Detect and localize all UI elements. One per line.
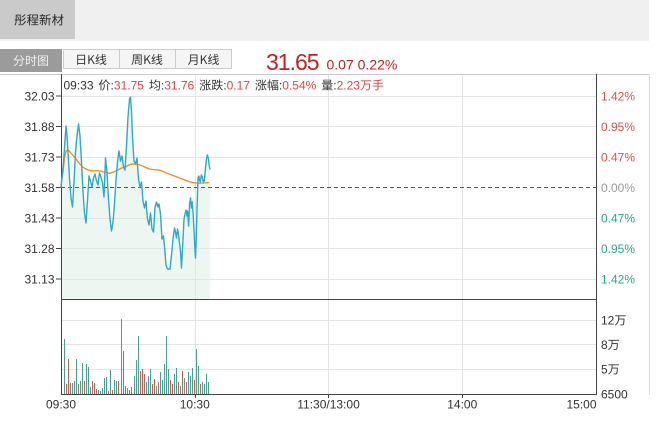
svg-text:31.73: 31.73 xyxy=(24,151,54,165)
svg-text:31.76: 31.76 xyxy=(164,79,194,93)
svg-text:12: 12 xyxy=(601,314,615,328)
svg-text:0.00%: 0.00% xyxy=(601,181,635,195)
svg-text:0.54%: 0.54% xyxy=(282,79,316,93)
svg-text::: : xyxy=(161,79,164,93)
svg-text:31.88: 31.88 xyxy=(24,120,54,134)
svg-text:8: 8 xyxy=(601,338,608,352)
svg-text:32.03: 32.03 xyxy=(24,90,54,104)
svg-text:2.23: 2.23 xyxy=(337,79,361,93)
svg-text::: : xyxy=(333,79,336,93)
svg-text:31.13: 31.13 xyxy=(24,273,54,287)
svg-text:31.58: 31.58 xyxy=(24,181,54,195)
svg-text:1.42%: 1.42% xyxy=(601,90,635,104)
svg-text:0.95%: 0.95% xyxy=(601,242,635,256)
svg-text:0.47%: 0.47% xyxy=(601,151,635,165)
svg-text:5: 5 xyxy=(601,363,608,377)
svg-text:0.47%: 0.47% xyxy=(601,212,635,226)
svg-text::: : xyxy=(111,79,114,93)
svg-text:0.17: 0.17 xyxy=(227,79,251,93)
svg-text:31.75: 31.75 xyxy=(114,79,144,93)
svg-text:09:30: 09:30 xyxy=(46,398,76,412)
svg-text:09:33: 09:33 xyxy=(64,79,94,93)
svg-text:31.65: 31.65 xyxy=(266,49,319,75)
svg-text::: : xyxy=(223,79,226,93)
svg-text:0.95%: 0.95% xyxy=(601,120,635,134)
svg-text:0.07 0.22%: 0.07 0.22% xyxy=(327,57,398,73)
svg-text:15:00: 15:00 xyxy=(566,398,596,412)
svg-text:11:30/13:00: 11:30/13:00 xyxy=(297,398,360,412)
svg-text:10:30: 10:30 xyxy=(180,398,210,412)
svg-text:31.43: 31.43 xyxy=(24,212,54,226)
svg-text::: : xyxy=(279,79,282,93)
svg-text:14:00: 14:00 xyxy=(447,398,477,412)
svg-text:31.28: 31.28 xyxy=(24,242,54,256)
svg-text:1.42%: 1.42% xyxy=(601,273,635,287)
svg-text:6500: 6500 xyxy=(601,388,628,402)
